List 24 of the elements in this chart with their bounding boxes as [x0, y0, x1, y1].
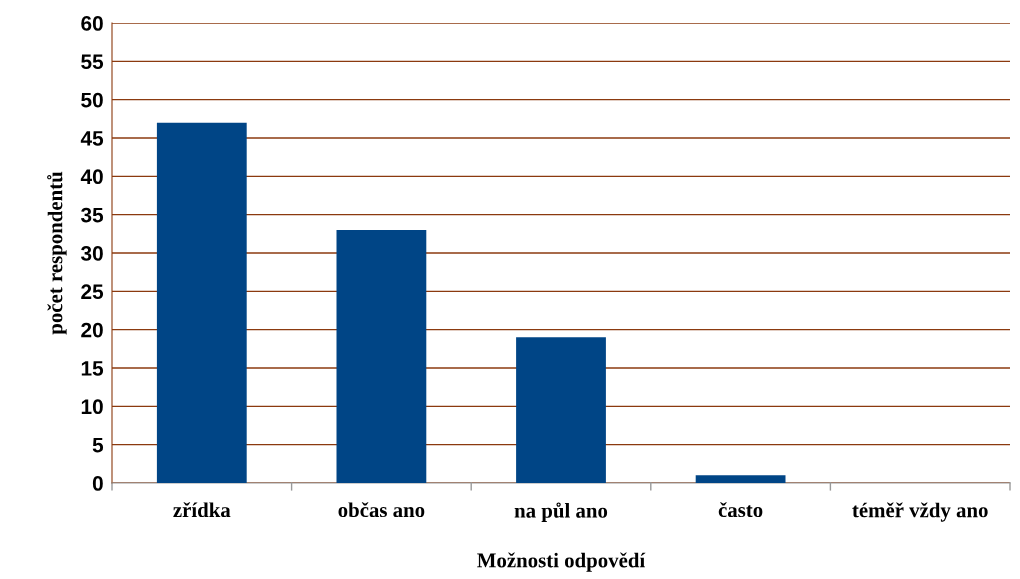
y-tick-label: 25	[81, 284, 104, 300]
x-tick-label: občas ano	[338, 502, 425, 518]
x-axis-title: Možnosti odpovědí	[477, 552, 646, 572]
y-tick-label: 55	[81, 54, 104, 70]
y-tick-label: 50	[81, 92, 103, 108]
y-tick-label: 30	[80, 246, 103, 261]
bar	[516, 337, 606, 483]
y-tick-label: 35	[80, 207, 104, 223]
x-tick-label: zřídka	[173, 502, 231, 518]
x-tick-label: téměř vždy ano	[852, 502, 988, 522]
y-tick-label: 0	[92, 476, 103, 491]
y-axis-title: počet respondentů	[47, 171, 67, 335]
y-tick-label: 60	[81, 16, 103, 31]
x-tick-label: na půl ano	[514, 502, 608, 522]
y-tick-label: 45	[80, 131, 104, 146]
y-tick-label: 10	[81, 399, 103, 415]
y-tick-label: 20	[81, 322, 103, 338]
bar	[695, 475, 786, 483]
bar	[156, 122, 247, 483]
y-tick-label: 40	[80, 169, 103, 185]
y-tick-label: 15	[81, 361, 104, 376]
bar	[336, 230, 427, 483]
y-tick-label: 5	[92, 437, 104, 453]
x-tick-label: často	[718, 502, 763, 518]
